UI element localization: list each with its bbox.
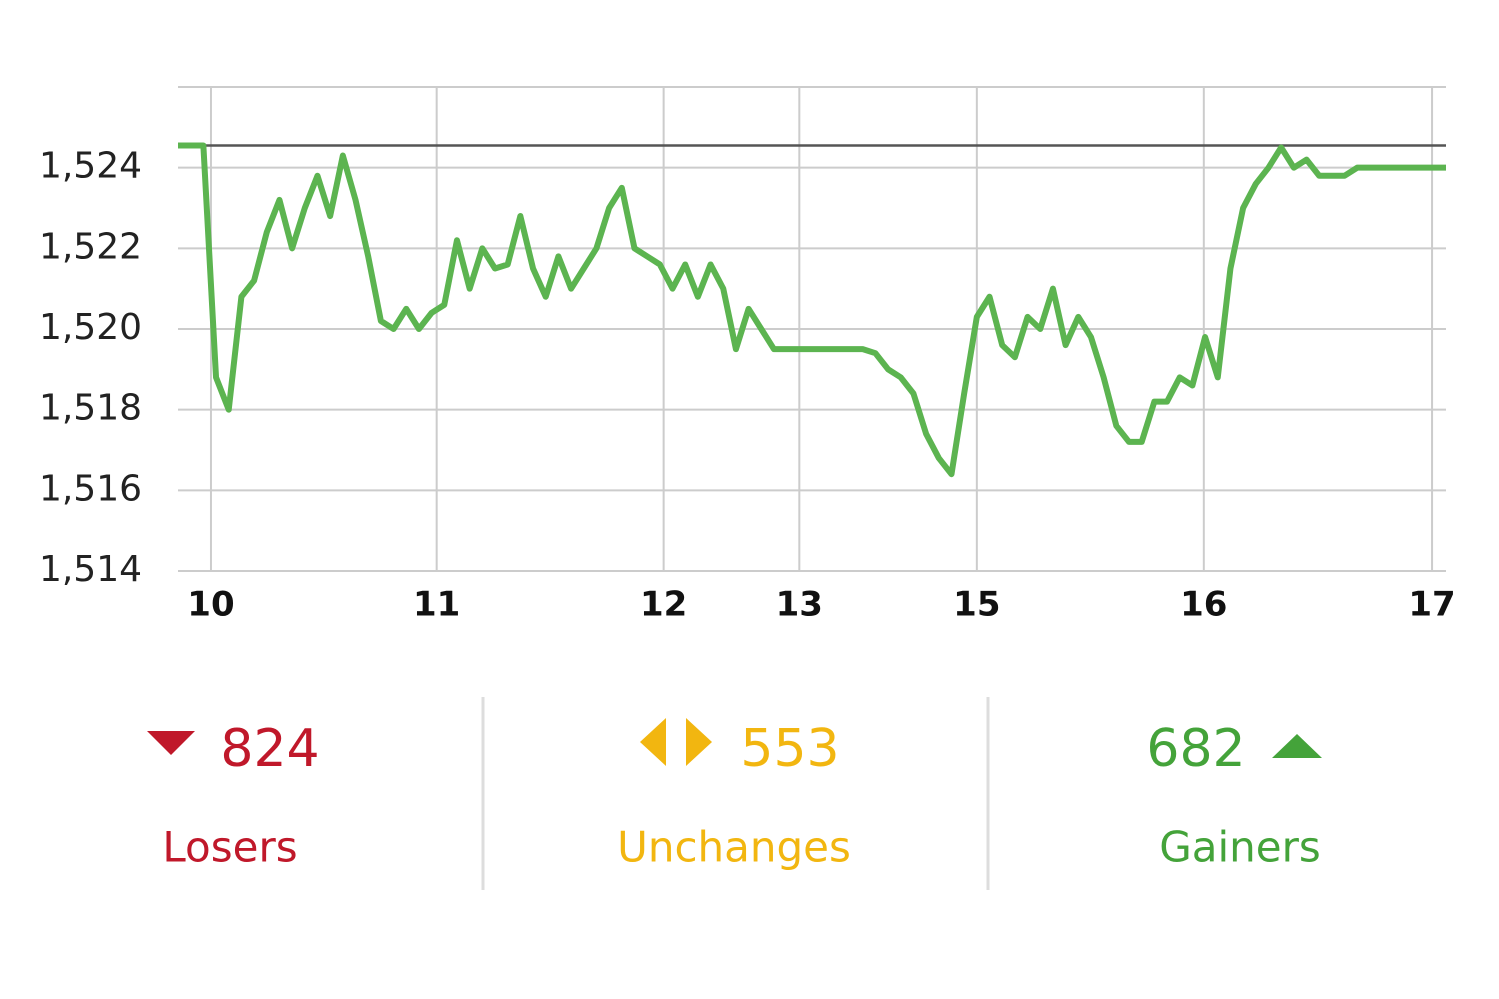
x-tick-label: 10 xyxy=(187,585,234,625)
x-tick-label: 12 xyxy=(640,585,687,625)
x-tick-label: 16 xyxy=(1180,585,1227,625)
x-tick-label: 15 xyxy=(953,585,1000,625)
y-tick-label: 1,524 xyxy=(39,146,142,187)
up-icon xyxy=(1272,734,1322,758)
y-tick-label: 1,514 xyxy=(39,549,142,590)
price-line xyxy=(178,142,1446,478)
y-tick-label: 1,516 xyxy=(39,468,142,509)
y-tick-label: 1,518 xyxy=(39,388,142,429)
left-icon xyxy=(640,718,666,766)
losers-count: 824 xyxy=(220,719,319,779)
x-tick-label: 11 xyxy=(413,585,460,625)
unchanged-count: 553 xyxy=(740,719,839,779)
y-tick-label: 1,520 xyxy=(39,307,142,348)
gainers-label: Gainers xyxy=(1159,823,1321,872)
unchanged-label: Unchanges xyxy=(617,823,851,872)
right-icon xyxy=(686,718,712,766)
gainers-count: 682 xyxy=(1146,719,1245,779)
y-tick-label: 1,522 xyxy=(39,226,142,267)
losers-label: Losers xyxy=(162,823,297,872)
x-tick-label: 13 xyxy=(776,585,823,625)
x-tick-label: 17 xyxy=(1408,585,1455,625)
down-icon xyxy=(147,731,195,755)
